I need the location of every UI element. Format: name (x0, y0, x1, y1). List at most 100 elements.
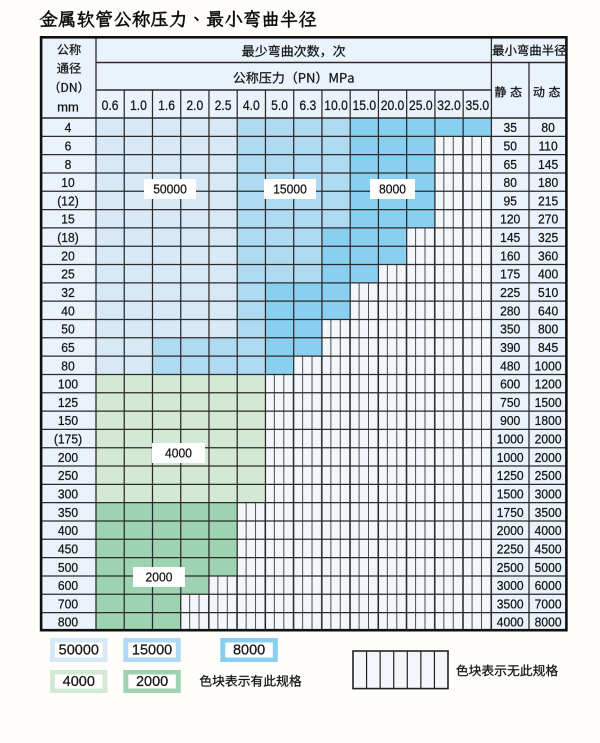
svg-text:1250: 1250 (497, 469, 524, 483)
svg-text:800: 800 (58, 615, 78, 629)
svg-text:2000: 2000 (535, 432, 562, 446)
svg-text:845: 845 (538, 341, 558, 355)
svg-text:200: 200 (58, 451, 78, 465)
svg-text:600: 600 (500, 377, 520, 391)
svg-text:700: 700 (58, 597, 78, 611)
svg-text:4000: 4000 (535, 524, 562, 538)
svg-text:80: 80 (503, 176, 516, 190)
svg-text:215: 215 (538, 194, 558, 208)
svg-text:15000: 15000 (132, 643, 172, 659)
svg-text:280: 280 (500, 304, 520, 318)
svg-text:80: 80 (541, 121, 554, 135)
svg-text:mm: mm (57, 100, 79, 115)
svg-text:1200: 1200 (535, 377, 562, 391)
svg-text:270: 270 (538, 212, 558, 226)
svg-text:150: 150 (58, 414, 78, 428)
svg-text:8000: 8000 (379, 182, 406, 196)
svg-text:(18): (18) (57, 231, 78, 245)
svg-text:80: 80 (61, 359, 74, 373)
svg-text:2000: 2000 (535, 451, 562, 465)
svg-text:95: 95 (503, 194, 516, 208)
svg-text:175: 175 (500, 267, 520, 281)
svg-text:110: 110 (538, 139, 557, 153)
svg-text:900: 900 (500, 414, 520, 428)
svg-text:2500: 2500 (497, 560, 524, 574)
svg-text:2.0: 2.0 (186, 97, 203, 113)
svg-text:1.0: 1.0 (130, 97, 147, 113)
svg-text:7000: 7000 (535, 597, 562, 611)
svg-text:2.5: 2.5 (215, 97, 232, 113)
svg-text:4000: 4000 (63, 674, 95, 690)
svg-text:1750: 1750 (497, 505, 524, 519)
svg-text:1500: 1500 (497, 487, 524, 501)
svg-text:8: 8 (65, 157, 72, 171)
svg-text:15000: 15000 (273, 182, 307, 196)
svg-text:100: 100 (58, 377, 78, 391)
svg-text:8000: 8000 (535, 615, 562, 629)
svg-text:2250: 2250 (497, 542, 524, 556)
svg-text:25.0: 25.0 (409, 97, 433, 113)
svg-text:400: 400 (58, 524, 78, 538)
svg-text:145: 145 (538, 157, 558, 171)
svg-text:50000: 50000 (153, 182, 187, 196)
svg-text:15: 15 (61, 212, 74, 226)
svg-text:4: 4 (65, 121, 72, 135)
svg-text:32: 32 (61, 286, 74, 300)
svg-text:350: 350 (58, 505, 78, 519)
svg-text:20: 20 (61, 249, 74, 263)
svg-text:300: 300 (58, 487, 78, 501)
svg-text:3000: 3000 (497, 579, 524, 593)
svg-text:4.0: 4.0 (243, 97, 260, 113)
svg-text:500: 500 (58, 560, 78, 574)
svg-text:35.0: 35.0 (465, 97, 489, 113)
svg-text:2000: 2000 (136, 674, 168, 690)
svg-text:2500: 2500 (535, 469, 562, 483)
svg-text:180: 180 (538, 176, 558, 190)
svg-text:15.0: 15.0 (352, 97, 376, 113)
svg-text:(12): (12) (57, 194, 78, 208)
svg-text:2000: 2000 (146, 570, 173, 584)
svg-text:1000: 1000 (497, 451, 524, 465)
svg-text:390: 390 (500, 341, 520, 355)
svg-text:6000: 6000 (535, 579, 562, 593)
svg-text:(175): (175) (54, 432, 82, 446)
svg-text:400: 400 (538, 267, 558, 281)
svg-text:25: 25 (61, 267, 74, 281)
svg-text:1800: 1800 (535, 414, 562, 428)
svg-text:250: 250 (58, 469, 78, 483)
svg-text:510: 510 (538, 286, 558, 300)
svg-text:40: 40 (61, 304, 74, 318)
svg-text:145: 145 (500, 231, 520, 245)
svg-text:8000: 8000 (233, 643, 265, 659)
svg-text:1500: 1500 (535, 396, 562, 410)
svg-text:350: 350 (500, 322, 520, 336)
svg-text:3000: 3000 (535, 487, 562, 501)
svg-text:640: 640 (538, 304, 558, 318)
svg-text:3500: 3500 (535, 505, 562, 519)
svg-text:800: 800 (538, 322, 558, 336)
svg-text:125: 125 (58, 396, 78, 410)
svg-text:750: 750 (500, 396, 520, 410)
svg-text:600: 600 (58, 579, 78, 593)
svg-text:160: 160 (500, 249, 520, 263)
svg-text:5000: 5000 (535, 560, 562, 574)
svg-text:325: 325 (538, 231, 558, 245)
svg-text:65: 65 (503, 157, 516, 171)
svg-text:50000: 50000 (59, 643, 99, 659)
svg-text:1.6: 1.6 (158, 97, 175, 113)
svg-text:480: 480 (500, 359, 520, 373)
svg-text:0.6: 0.6 (102, 97, 119, 113)
svg-text:3500: 3500 (497, 597, 524, 611)
svg-text:6: 6 (65, 139, 72, 153)
svg-text:5.0: 5.0 (271, 97, 288, 113)
svg-text:50: 50 (61, 322, 74, 336)
svg-text:65: 65 (61, 341, 74, 355)
svg-text:2000: 2000 (497, 524, 524, 538)
svg-text:10: 10 (61, 176, 74, 190)
svg-text:20.0: 20.0 (381, 97, 405, 113)
svg-text:1000: 1000 (535, 359, 562, 373)
svg-text:360: 360 (538, 249, 558, 263)
svg-text:225: 225 (500, 286, 520, 300)
svg-text:450: 450 (58, 542, 78, 556)
svg-text:32.0: 32.0 (437, 97, 461, 113)
